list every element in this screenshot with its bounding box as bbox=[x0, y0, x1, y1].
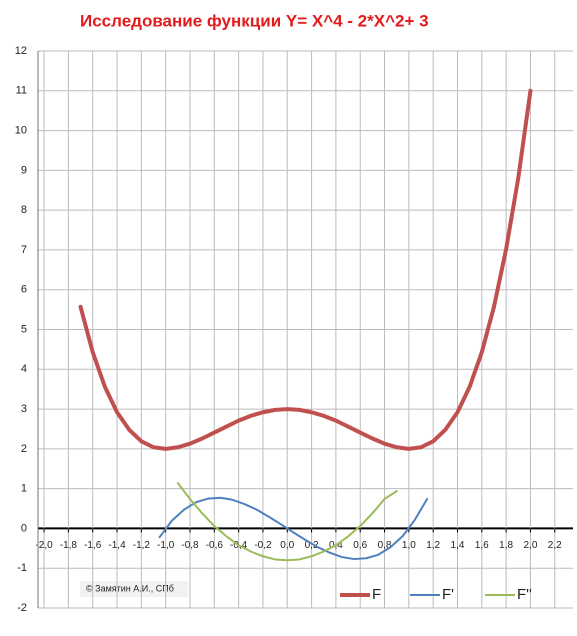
x-tick-label: 0,8 bbox=[378, 540, 392, 551]
y-tick-label: 6 bbox=[21, 284, 27, 296]
y-tick-label: 7 bbox=[21, 244, 27, 256]
x-tick-label: -1,0 bbox=[157, 540, 175, 551]
series-line bbox=[78, 88, 533, 451]
x-tick-label: 1,4 bbox=[451, 540, 465, 551]
legend-label: F' bbox=[442, 586, 454, 603]
x-tick-label: 2,0 bbox=[523, 540, 537, 551]
x-tick-label: -1,8 bbox=[60, 540, 78, 551]
x-tick-label: 1,2 bbox=[426, 540, 440, 551]
legend-label: F bbox=[372, 586, 381, 603]
y-tick-label: 5 bbox=[21, 323, 27, 335]
y-tick-label: 9 bbox=[21, 164, 27, 176]
x-tick-label: 1,0 bbox=[402, 540, 416, 551]
x-tick-label: -1,2 bbox=[133, 540, 151, 551]
y-tick-label: -1 bbox=[17, 562, 27, 574]
x-tick-label: 2,2 bbox=[548, 540, 562, 551]
y-tick-label: -2 bbox=[17, 602, 27, 614]
y-tick-label: 2 bbox=[21, 443, 27, 455]
x-tick-label: -2,0 bbox=[35, 540, 53, 551]
series-line bbox=[176, 482, 398, 562]
y-tick-label: 0 bbox=[21, 522, 27, 534]
x-tick-label: 0,0 bbox=[280, 540, 294, 551]
x-tick-label: -1,6 bbox=[84, 540, 102, 551]
x-tick-label: 0,6 bbox=[353, 540, 367, 551]
y-tick-label: 12 bbox=[15, 45, 27, 57]
legend-label: F'' bbox=[517, 586, 532, 603]
series-line bbox=[158, 496, 429, 561]
x-tick-label: -1,4 bbox=[108, 540, 126, 551]
y-tick-label: 11 bbox=[16, 85, 27, 97]
x-tick-label: -0,8 bbox=[181, 540, 199, 551]
y-tick-label: 10 bbox=[15, 124, 27, 136]
y-tick-label: 3 bbox=[21, 403, 27, 415]
x-tick-label: 1,8 bbox=[499, 540, 513, 551]
chart-title: Исследование функции Y= X^4 - 2*X^2+ 3 bbox=[80, 11, 429, 30]
y-tick-label: 1 bbox=[21, 483, 27, 495]
y-tick-label: 4 bbox=[21, 363, 27, 375]
x-tick-label: -0,6 bbox=[206, 540, 224, 551]
y-tick-label: 8 bbox=[21, 204, 27, 216]
x-tick-label: 0,2 bbox=[305, 540, 319, 551]
annotation-box bbox=[80, 581, 188, 597]
x-tick-label: 1,6 bbox=[475, 540, 489, 551]
x-tick-label: -0,2 bbox=[254, 540, 272, 551]
annotation: © Замятин А.И., СПб bbox=[86, 583, 174, 593]
